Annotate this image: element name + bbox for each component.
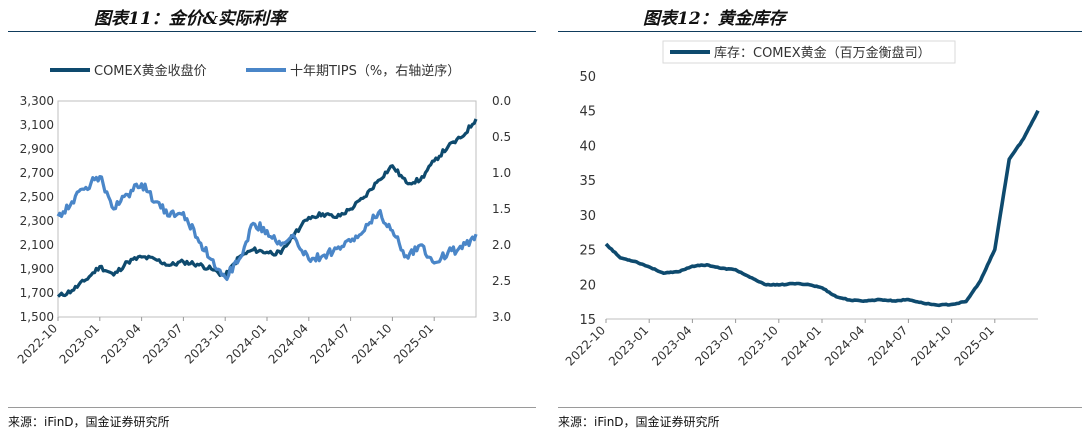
right-chart-x-tick-label: 2024-01	[779, 323, 824, 368]
left-y-tick-label: 1,900	[20, 262, 54, 276]
left-x-tick-label: 2023-04	[98, 321, 143, 366]
left-x-tick-label: 2023-07	[140, 321, 185, 366]
left-source-rule	[8, 407, 536, 408]
left-title-rule	[8, 31, 536, 32]
left-y-tick-label: 1,500	[20, 310, 54, 324]
right-y-tick-label: 3.0	[492, 310, 511, 324]
legend-label-tips: 十年期TIPS（%，右轴逆序）	[290, 63, 460, 79]
right-y-tick-label: 1.0	[492, 166, 511, 180]
left-x-tick-label: 2024-01	[224, 321, 269, 366]
left-plot-frame	[57, 100, 477, 318]
right-chart-x-tick-label: 2023-04	[649, 323, 694, 368]
left-x-tick-label: 2025-01	[391, 321, 436, 366]
left-y-tick-label: 1,700	[20, 286, 54, 300]
right-chart-y-tick-label: 40	[579, 139, 596, 154]
comex-gold-inventory-line	[604, 109, 1040, 308]
right-chart-y-tick-label: 30	[579, 209, 596, 224]
right-chart-title: 图表12：黄金库存	[643, 9, 786, 29]
right-y-tick-label: 2.5	[492, 274, 511, 288]
left-x-tick-label: 2024-10	[349, 321, 394, 366]
right-chart-x-tick-label: 2022-10	[563, 323, 608, 368]
right-source-rule	[558, 407, 1082, 408]
left-x-tick-label: 2023-10	[182, 321, 227, 366]
comex-gold-price-line	[56, 118, 478, 298]
left-y-tick-label: 2,100	[20, 238, 54, 252]
right-chart-x-tick-label: 2023-10	[736, 323, 781, 368]
right-chart-x-tick-label: 2025-01	[952, 323, 997, 368]
right-y-tick-label: 0.5	[492, 130, 511, 144]
right-chart-source: 来源：iFinD，国金证券研究所	[558, 415, 720, 429]
right-legend-box	[662, 40, 956, 64]
left-x-tick-label: 2022-10	[15, 321, 60, 366]
left-y-tick-label: 3,300	[20, 94, 54, 108]
right-chart-x-tick-label: 2024-07	[865, 323, 910, 368]
right-chart-x-tick-label: 2024-04	[822, 323, 867, 368]
right-chart-x-tick-label: 2023-01	[606, 323, 651, 368]
tips-yield-line	[56, 175, 478, 281]
right-y-tick-label: 0.0	[492, 94, 511, 108]
legend-label-inventory: 库存：COMEX黄金（百万金衡盘司）	[714, 45, 931, 61]
left-x-tick-label: 2023-01	[57, 321, 102, 366]
right-chart-y-tick-label: 45	[579, 105, 596, 120]
left-y-tick-label: 2,700	[20, 166, 54, 180]
right-chart-y-tick-label: 20	[579, 278, 596, 293]
right-chart-x-tick-label: 2023-07	[692, 323, 737, 368]
left-x-tick-label: 2024-07	[307, 321, 352, 366]
left-chart-source: 来源：iFinD，国金证券研究所	[8, 415, 170, 429]
left-x-tick-label: 2024-04	[266, 321, 311, 366]
left-y-tick-label: 3,100	[20, 118, 54, 132]
right-chart-y-tick-label: 25	[579, 244, 596, 259]
left-y-tick-label: 2,900	[20, 142, 54, 156]
right-y-tick-label: 1.5	[492, 202, 511, 216]
left-y-tick-label: 2,500	[20, 190, 54, 204]
right-title-rule	[558, 31, 1082, 32]
right-chart-y-tick-label: 15	[579, 313, 596, 328]
left-y-tick-label: 2,300	[20, 214, 54, 228]
right-chart-x-tick-label: 2024-10	[908, 323, 953, 368]
right-chart-y-tick-label: 50	[579, 70, 596, 85]
left-chart-title: 图表11：金价&实际利率	[94, 9, 287, 29]
legend-label-comex: COMEX黄金收盘价	[94, 63, 207, 79]
right-chart-y-tick-label: 35	[579, 174, 596, 189]
right-y-tick-label: 2.0	[492, 238, 511, 252]
